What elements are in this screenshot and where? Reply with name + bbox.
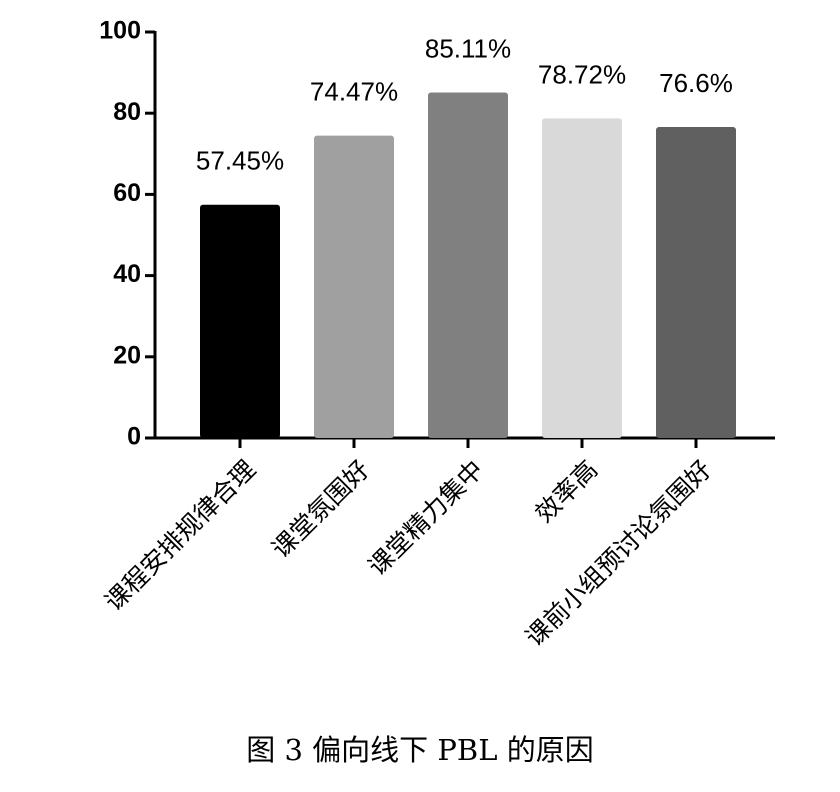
- x-tick-label: 课堂精力集中: [363, 455, 490, 582]
- y-tick-label: 80: [113, 98, 141, 126]
- x-tick-label: 课程安排规律合理: [99, 455, 261, 617]
- y-tick-label: 40: [113, 260, 141, 288]
- y-tick-label: 60: [113, 179, 141, 207]
- value-label: 78.72%: [538, 59, 626, 89]
- value-label: 57.45%: [196, 146, 284, 176]
- x-tick-label: 课前小组预讨论氛围好: [520, 455, 717, 652]
- bar: [200, 204, 280, 438]
- value-label: 85.11%: [425, 33, 511, 63]
- value-label: 74.47%: [310, 77, 398, 107]
- x-tick-label: 课堂氛围好: [266, 455, 375, 564]
- bar: [656, 127, 736, 438]
- y-tick-label: 100: [99, 17, 141, 45]
- x-tick-label: 效率高: [530, 455, 604, 529]
- bar: [542, 118, 622, 439]
- caption: 图 3 偏向线下 PBL 的原因: [246, 733, 593, 767]
- bar: [314, 135, 394, 438]
- y-tick-label: 0: [127, 423, 141, 451]
- bar: [428, 92, 508, 438]
- value-label: 76.6%: [659, 68, 733, 98]
- y-tick-label: 20: [113, 341, 141, 369]
